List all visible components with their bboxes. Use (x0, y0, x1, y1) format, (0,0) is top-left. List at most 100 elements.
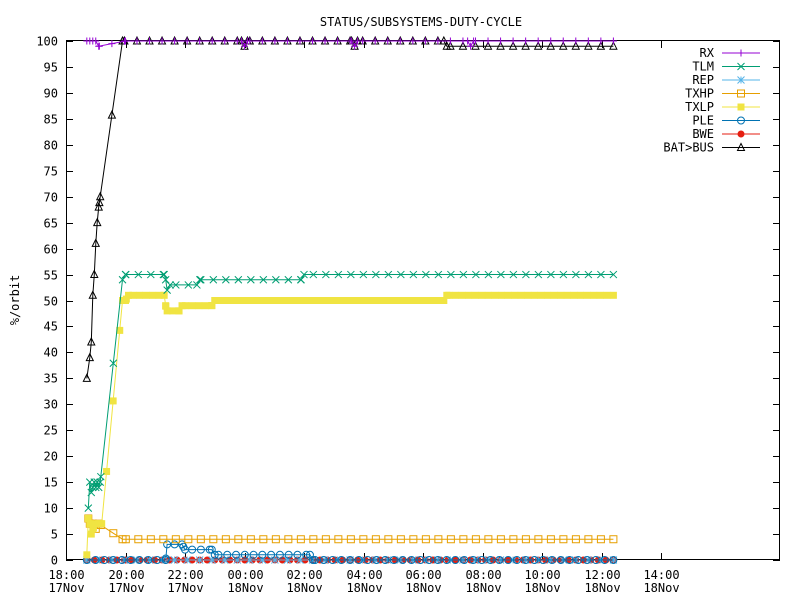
data-point (517, 291, 525, 299)
data-point (87, 530, 95, 538)
data-point (559, 535, 568, 544)
legend-label: TLM (692, 60, 714, 74)
data-point (451, 291, 459, 299)
data-point (142, 291, 150, 299)
x-tick-label-date: 18Nov (465, 581, 501, 595)
data-point (471, 291, 479, 299)
data-point (596, 41, 606, 50)
data-point (296, 37, 304, 45)
data-point (398, 556, 407, 564)
data-point (184, 281, 193, 289)
legend-item-ple: PLE (692, 114, 760, 128)
data-point (159, 270, 168, 279)
data-point (384, 270, 393, 279)
data-point (353, 297, 361, 304)
data-point (284, 535, 293, 544)
legend-label: REP (692, 73, 714, 87)
data-point (135, 291, 143, 299)
data-point (419, 297, 427, 304)
data-point (258, 556, 267, 564)
data-point (188, 302, 196, 310)
data-point (571, 41, 581, 50)
data-point (284, 275, 293, 284)
data-point (405, 297, 413, 304)
data-point (471, 535, 480, 544)
x-tick-label-date: 17Nov (48, 581, 84, 595)
data-point (171, 37, 179, 45)
data-point (328, 556, 337, 564)
data-point (153, 556, 162, 564)
data-point (307, 297, 315, 304)
data-point (146, 535, 155, 544)
data-point (300, 270, 308, 279)
data-point (409, 535, 418, 544)
legend-marker (737, 103, 745, 111)
data-point (337, 556, 346, 564)
data-point (122, 295, 130, 303)
data-point (446, 41, 455, 50)
series-bat-bus (82, 35, 618, 382)
data-point (275, 550, 284, 559)
data-point (195, 302, 203, 310)
data-point (609, 41, 618, 50)
data-point (333, 297, 341, 304)
data-point (471, 37, 479, 45)
data-point (407, 556, 416, 564)
legend-marker (737, 76, 745, 84)
data-point (146, 37, 154, 45)
data-point (144, 556, 153, 564)
legend-item-txhp: TXHP (685, 87, 760, 101)
data-point (537, 291, 545, 299)
data-point (433, 556, 442, 564)
data-point (484, 270, 493, 279)
data-point (381, 556, 390, 564)
data-point (571, 535, 580, 544)
data-point (603, 291, 611, 299)
data-point (346, 297, 354, 304)
x-tick-label-date: 18Nov (584, 581, 620, 595)
legend-marker (736, 142, 746, 151)
y-tick-label: 60 (44, 243, 58, 257)
x-tick-label-time: 06:00 (405, 568, 441, 582)
data-point (309, 270, 318, 279)
data-point (155, 291, 163, 299)
data-point (311, 556, 320, 564)
y-tick-label: 65 (44, 217, 58, 231)
data-point (477, 556, 486, 564)
data-point (161, 554, 170, 563)
data-point (509, 270, 518, 279)
legend-label: BAT>BUS (663, 141, 714, 155)
data-point (271, 275, 280, 284)
data-point (521, 556, 530, 564)
data-point (371, 37, 379, 45)
x-tick-label-date: 18Nov (286, 581, 322, 595)
data-point (547, 270, 555, 279)
data-point (334, 37, 342, 45)
data-point (271, 37, 279, 45)
data-point (348, 37, 356, 45)
data-point (486, 556, 495, 564)
data-point (496, 41, 505, 50)
data-point (584, 41, 593, 50)
data-point (558, 41, 568, 50)
data-point (184, 535, 193, 544)
data-point (534, 535, 543, 544)
data-point (116, 326, 124, 334)
data-point (89, 269, 99, 279)
data-point (412, 297, 420, 304)
data-point (103, 467, 111, 475)
data-point (234, 297, 242, 304)
data-point (86, 520, 94, 528)
data-point (572, 37, 580, 45)
data-point (392, 297, 400, 304)
data-point (271, 556, 279, 564)
x-tick-label-date: 18Nov (405, 581, 441, 595)
data-point (459, 535, 468, 544)
data-point (584, 535, 593, 544)
data-point (134, 535, 143, 544)
data-point (196, 545, 205, 554)
data-point (309, 535, 318, 544)
y-tick-label: 45 (44, 320, 58, 334)
data-point (384, 37, 392, 45)
